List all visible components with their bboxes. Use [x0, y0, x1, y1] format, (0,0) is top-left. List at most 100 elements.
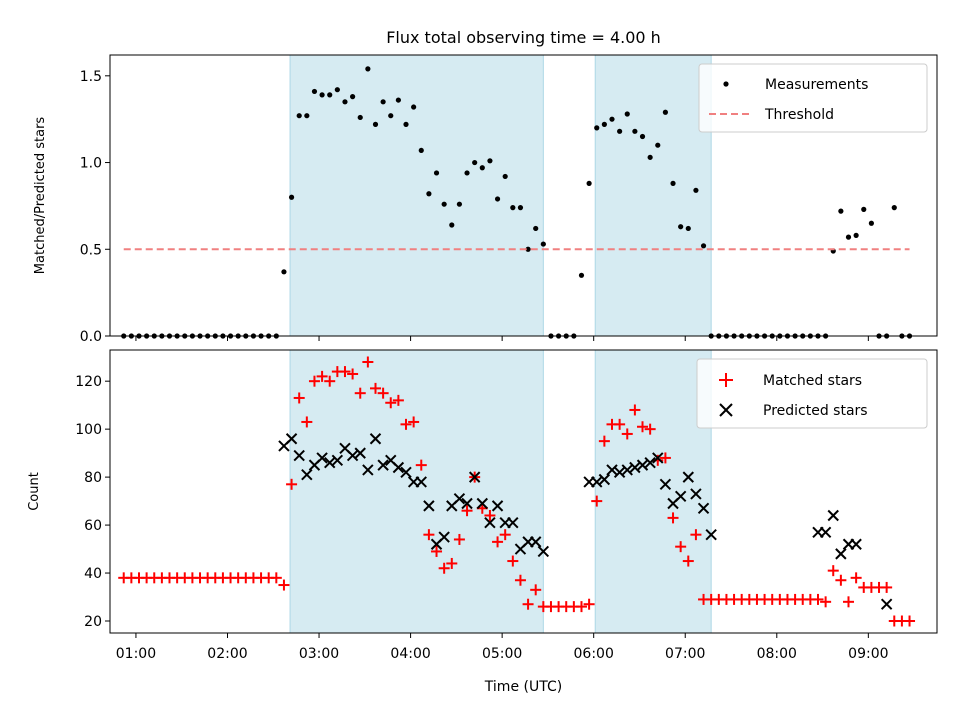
- matched-star-point: [659, 452, 671, 464]
- predicted-star-point: [606, 464, 618, 476]
- predicted-star-point: [476, 497, 489, 510]
- matched-star-point: [385, 397, 397, 409]
- predicted-star-point: [331, 454, 344, 467]
- measurement-point: [525, 246, 531, 252]
- count-panel: 20 40 60 80 100 120 01:00 02:00 03:00 04:00 05:00…: [27, 349, 938, 695]
- count-legend-box: [696, 358, 928, 429]
- measurement-point: [281, 269, 287, 275]
- measurement-point: [594, 125, 600, 131]
- measurement-point: [502, 173, 508, 180]
- predicted-star-point: [507, 516, 519, 529]
- predicted-star-point: [461, 497, 473, 510]
- predicted-star-point: [301, 469, 313, 481]
- legend-measurements-label: Measurements: [765, 77, 868, 93]
- x-tick-label: 09:00: [848, 646, 888, 662]
- predicted-star-point: [591, 476, 603, 488]
- matched-star-point: [507, 555, 519, 567]
- predicted-star-point: [285, 433, 298, 445]
- measurement-point: [441, 201, 447, 207]
- measurement-point: [678, 224, 684, 230]
- matched-star-point: [530, 584, 542, 596]
- matched-star-point: [675, 541, 687, 553]
- measurement-point: [655, 142, 661, 148]
- measurement-point: [327, 92, 333, 98]
- matched-star-point: [354, 387, 366, 399]
- matched-star-point: [644, 423, 656, 435]
- predicted-star-point: [880, 598, 893, 610]
- x-tick-label: 04:00: [390, 646, 430, 662]
- predicted-star-point: [850, 538, 862, 550]
- measurement-point: [861, 206, 867, 212]
- matched-star-point: [347, 368, 359, 380]
- measurement-point: [472, 159, 478, 166]
- matched-star-point: [308, 375, 320, 387]
- y-tick-label: 60: [84, 518, 102, 534]
- x-tick-label: 02:00: [207, 646, 247, 662]
- predicted-star-point: [392, 461, 405, 474]
- x-tick-label: 06:00: [574, 646, 614, 662]
- legend-measurements-marker: [723, 81, 729, 87]
- measurement-point: [533, 225, 539, 232]
- measurement-point: [388, 113, 394, 119]
- measurement-point: [639, 133, 646, 140]
- matched-star-point: [850, 572, 862, 584]
- measurement-point: [449, 222, 455, 228]
- predicted-star-point: [644, 457, 656, 469]
- measurement-point: [456, 201, 463, 207]
- predicted-star-point: [484, 516, 496, 529]
- measurement-point: [540, 241, 546, 247]
- matched-star-point: [575, 601, 587, 613]
- y-tick-label: 0.5: [80, 242, 102, 258]
- measurement-point: [319, 92, 325, 98]
- count-series: [118, 356, 916, 627]
- measurement-point: [891, 205, 897, 211]
- observing-intervals: [289, 349, 712, 634]
- predicted-star-point: [636, 459, 649, 471]
- predicted-star-point: [453, 492, 466, 505]
- measurement-point: [411, 104, 417, 110]
- matched-star-point: [598, 435, 610, 447]
- x-tick-label: 01:00: [116, 646, 156, 662]
- measurement-point: [304, 113, 310, 119]
- ratio-y-axis-label: Matched/Predicted stars: [33, 117, 48, 275]
- predicted-star-point: [827, 509, 839, 522]
- predicted-star-point: [316, 452, 328, 464]
- measurement-point: [617, 128, 623, 134]
- matched-star-point: [499, 529, 511, 541]
- measurement-point: [365, 66, 371, 72]
- measurement-point: [357, 114, 363, 121]
- matched-star-point: [835, 574, 847, 586]
- measurement-point: [685, 225, 691, 232]
- predicted-star-point: [491, 500, 504, 512]
- predicted-star-point: [705, 528, 717, 541]
- x-tick-label: 03:00: [299, 646, 339, 662]
- matched-star-point: [629, 404, 641, 416]
- measurement-point: [632, 128, 638, 134]
- measurement-point: [624, 111, 630, 117]
- measurement-point: [868, 220, 874, 226]
- matched-star-point: [591, 495, 603, 507]
- matched-star-point: [293, 392, 305, 404]
- measurement-point: [853, 232, 859, 238]
- predicted-star-point: [415, 476, 427, 488]
- matched-star-point: [667, 512, 679, 524]
- measurement-point: [380, 99, 386, 105]
- measurement-point: [586, 180, 592, 186]
- matched-star-point: [637, 421, 649, 433]
- measurement-point: [288, 194, 295, 200]
- matched-star-point: [461, 505, 473, 517]
- measurement-point: [311, 88, 318, 95]
- measurement-point: [350, 94, 356, 100]
- predicted-star-point: [621, 464, 633, 476]
- observing-interval-band: [594, 349, 712, 634]
- y-tick-label: 0.0: [80, 329, 102, 345]
- measurement-point: [578, 272, 585, 278]
- matched-star-point: [415, 459, 427, 471]
- predicted-star-point: [377, 459, 389, 471]
- x-tick-label: 07:00: [665, 646, 705, 662]
- predicted-star-point: [613, 466, 626, 479]
- measurement-point: [670, 180, 676, 186]
- measurement-point: [433, 170, 440, 176]
- predicted-star-point: [652, 452, 664, 464]
